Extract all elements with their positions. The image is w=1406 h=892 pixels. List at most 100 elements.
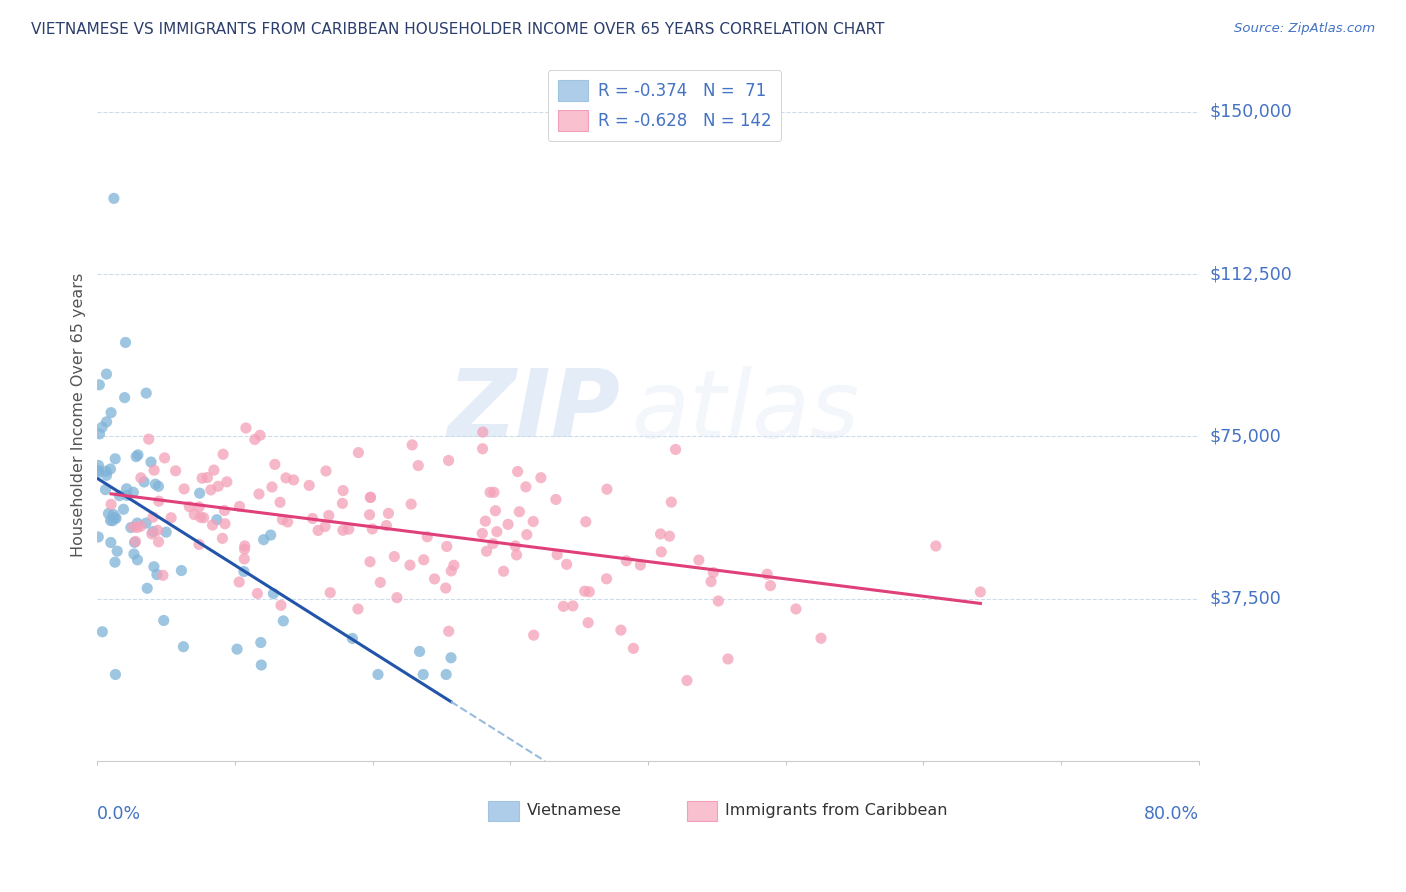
Point	[129, 471, 152, 485]
Point	[437, 624, 460, 639]
Point	[399, 497, 422, 511]
Point	[664, 442, 686, 457]
Point	[115, 482, 138, 496]
Point	[342, 632, 364, 646]
Point	[260, 480, 283, 494]
Point	[188, 500, 211, 514]
Point	[700, 574, 723, 589]
Point	[595, 572, 617, 586]
Point	[105, 544, 128, 558]
Point	[479, 485, 502, 500]
Point	[127, 553, 149, 567]
Point	[226, 642, 249, 657]
Point	[574, 584, 596, 599]
Point	[610, 623, 633, 637]
Point	[440, 650, 463, 665]
Point	[146, 567, 169, 582]
Text: $75,000: $75,000	[1209, 427, 1282, 445]
Point	[122, 485, 145, 500]
Point	[94, 483, 117, 497]
Point	[471, 442, 494, 456]
Point	[89, 426, 111, 441]
Point	[105, 511, 128, 525]
Point	[440, 564, 463, 578]
Point	[115, 488, 138, 502]
Point	[555, 558, 578, 572]
Point	[233, 539, 256, 553]
Point	[122, 547, 145, 561]
Point	[475, 544, 498, 558]
Point	[202, 463, 225, 477]
Point	[142, 559, 165, 574]
Text: Vietnamese: Vietnamese	[527, 804, 621, 818]
Point	[399, 558, 422, 573]
Point	[103, 508, 125, 522]
Point	[515, 480, 537, 494]
Point	[112, 502, 135, 516]
Point	[301, 511, 323, 525]
Point	[785, 602, 807, 616]
Point	[522, 515, 544, 529]
Point	[191, 471, 214, 485]
Point	[471, 526, 494, 541]
Point	[127, 516, 149, 530]
Point	[702, 566, 724, 580]
Point	[148, 534, 170, 549]
Point	[274, 471, 297, 485]
Point	[250, 658, 273, 673]
Point	[172, 640, 194, 654]
Point	[96, 415, 118, 429]
Point	[283, 473, 305, 487]
Point	[516, 527, 538, 541]
Point	[614, 554, 637, 568]
Point	[412, 667, 434, 681]
Point	[332, 483, 354, 498]
Point	[578, 584, 600, 599]
Text: ZIP: ZIP	[447, 366, 620, 458]
Point	[136, 581, 159, 595]
Point	[377, 507, 399, 521]
Point	[91, 420, 114, 434]
Point	[87, 458, 110, 473]
Point	[314, 519, 336, 533]
Point	[215, 475, 238, 489]
Point	[482, 536, 505, 550]
Point	[530, 471, 553, 485]
Point	[96, 367, 118, 381]
Point	[114, 335, 136, 350]
Point	[298, 478, 321, 492]
Point	[925, 539, 948, 553]
Point	[135, 386, 157, 401]
Point	[143, 463, 166, 477]
Point	[211, 532, 233, 546]
Point	[359, 491, 381, 505]
Point	[576, 615, 599, 630]
Point	[474, 514, 496, 528]
Point	[152, 568, 174, 582]
Point	[485, 524, 508, 539]
Text: $37,500: $37,500	[1209, 590, 1282, 607]
Point	[707, 594, 730, 608]
Text: 0.0%: 0.0%	[97, 805, 142, 823]
Point	[596, 482, 619, 496]
Text: Source: ZipAtlas.com: Source: ZipAtlas.com	[1234, 22, 1375, 36]
Point	[412, 553, 434, 567]
Point	[139, 455, 162, 469]
Point	[135, 516, 157, 530]
Point	[508, 505, 530, 519]
Point	[492, 564, 515, 578]
Point	[188, 537, 211, 551]
Point	[146, 524, 169, 538]
Point	[214, 503, 236, 517]
Point	[100, 535, 122, 549]
Point	[125, 450, 148, 464]
Point	[94, 464, 117, 478]
Point	[100, 513, 122, 527]
Point	[233, 552, 256, 566]
Point	[190, 510, 212, 524]
Point	[307, 524, 329, 538]
Point	[385, 591, 408, 605]
Point	[142, 524, 165, 539]
Point	[717, 652, 740, 666]
Point	[232, 565, 254, 579]
